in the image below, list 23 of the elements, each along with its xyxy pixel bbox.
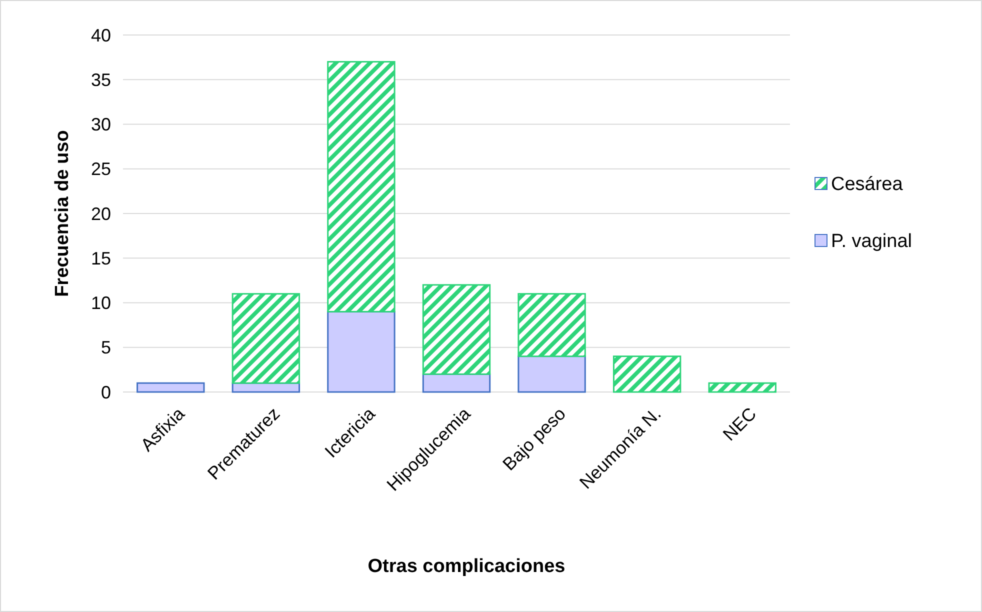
- bar: [232, 293, 300, 384]
- y-tick-label: 40: [90, 25, 111, 46]
- y-tick-label: 5: [100, 338, 111, 358]
- bar: [518, 293, 586, 358]
- legend-label: Cesárea: [831, 174, 904, 196]
- y-tick-label: 25: [90, 159, 111, 180]
- bar: [327, 61, 396, 312]
- y-tick-label: 20: [90, 204, 111, 224]
- bar: [708, 382, 776, 393]
- y-tick-label: 30: [90, 114, 111, 135]
- bar: [136, 382, 205, 393]
- legend-label: P. vaginal: [831, 231, 912, 252]
- bar: [612, 356, 682, 393]
- x-axis-title: Otras complicaciones: [368, 556, 566, 577]
- bar: [327, 310, 396, 393]
- bar: [422, 373, 491, 393]
- y-tick-label: 0: [100, 382, 111, 402]
- y-tick-label: 10: [90, 293, 111, 314]
- y-tick-label: 15: [90, 248, 111, 268]
- bar: [422, 284, 491, 375]
- bar: [518, 356, 586, 393]
- y-tick-label: 35: [90, 70, 111, 90]
- y-axis-title: Frecuencia de uso: [52, 130, 73, 297]
